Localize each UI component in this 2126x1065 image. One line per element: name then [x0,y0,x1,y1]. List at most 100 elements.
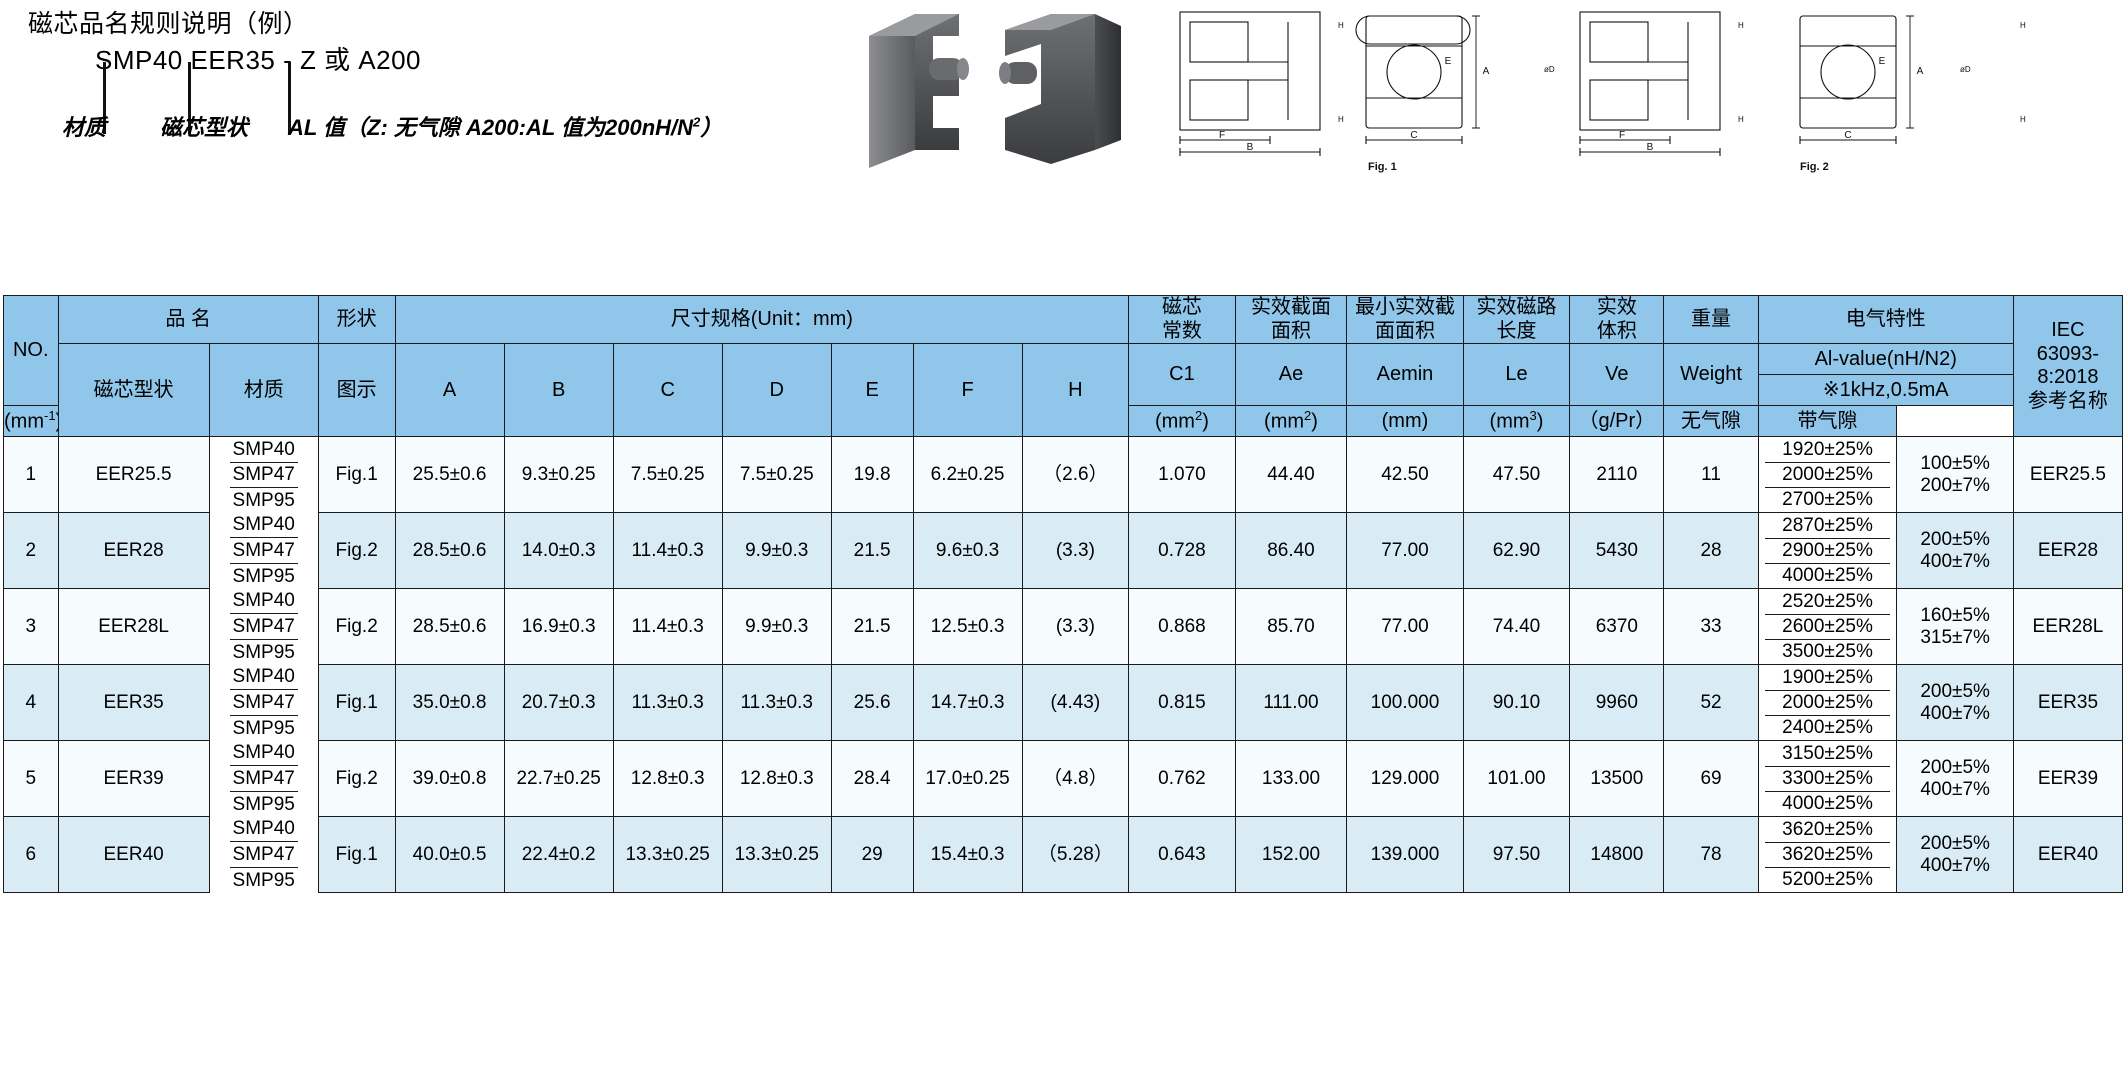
cell-dim-a: 35.0±0.8 [394,664,505,742]
cell-weight: 33 [1663,588,1759,666]
ae-line2: 面积 [1270,319,1311,342]
header-c1-symbol: C1 [1128,343,1236,407]
al-no-gap-value-2: 2000±25% [1764,691,1891,716]
header-dim-b: B [503,343,614,438]
header-le-symbol: Le [1462,343,1571,407]
header-ve-unit: (mm3) [1462,405,1571,438]
header-weight-symbol: Weight [1663,343,1759,407]
cell-dim-d: 9.9±0.3 [721,588,832,666]
cell-c1: 0.868 [1128,588,1236,666]
material-smp40: SMP40 [229,437,298,463]
cell-dim-h: （5.28） [1021,816,1130,894]
mechanical-drawings: F B C E A [1179,11,2026,173]
cell-dim-h: （2.6） [1021,436,1130,514]
cell-al-with-gap: 200±5% 400±7% [1896,816,2014,894]
cell-dim-c: 12.8±0.3 [612,740,723,818]
cell-dim-f: 6.2±0.25 [912,436,1023,514]
cell-le: 97.50 [1462,816,1571,894]
cell-weight: 11 [1663,436,1759,514]
ve-line1: 实效 [1596,296,1637,318]
al-with-gap-line1: 200±5% [1920,833,1990,855]
cell-ae: 44.40 [1234,436,1348,514]
header-ve-symbol: Ve [1569,343,1665,407]
header-dimensions: 尺寸规格(Unit：mm) [394,294,1130,345]
al-with-gap-line2: 200±7% [1920,474,1990,496]
cell-weight: 28 [1663,512,1759,590]
cell-material-stack: SMP40 SMP47 SMP95 [209,817,318,893]
cell-aemin: 100.000 [1346,664,1464,742]
cell-dim-a: 40.0±0.5 [394,816,505,894]
ve-line2: 体积 [1596,319,1637,342]
header-row-2: 磁芯型状 材质 图示 A B C D E F H C1 Ae Aemin Le … [4,343,2123,438]
al-with-gap-line2: 400±7% [1920,778,1990,800]
material-smp40: SMP40 [229,741,298,767]
cell-aemin: 139.000 [1346,816,1464,894]
cell-core-shape: EER35 [57,664,210,742]
naming-rule-example-code: SMP40 EER35 - Z 或 A200 [95,45,422,75]
material-smp40: SMP40 [229,589,298,615]
core-half-left [869,14,969,168]
table-header: NO. 品 名 形状 尺寸规格(Unit：mm) 磁芯 常数 实效截面 面积 最… [3,294,2124,438]
al-no-gap-value-3: 3500±25% [1782,641,1873,663]
header-row-1: NO. 品 名 形状 尺寸规格(Unit：mm) 磁芯 常数 实效截面 面积 最… [3,294,2124,438]
cell-figure: Fig.1 [317,436,396,514]
cell-c1: 0.728 [1128,512,1236,590]
naming-label-al-value: AL 值（Z: 无气隙 A200:AL 值为200nH/N2） [288,110,722,142]
cell-dim-f: 14.7±0.3 [912,664,1023,742]
al-no-gap-value-3: 5200±25% [1782,869,1873,891]
material-smp40: SMP40 [229,817,298,843]
material-smp95: SMP95 [232,793,295,815]
iec-line1: IEC [2051,318,2085,341]
ae-unit-sup: 2 [1194,408,1203,424]
cell-weight: 52 [1663,664,1759,742]
cell-dim-f: 17.0±0.25 [912,740,1023,818]
figure-1-caption: Fig. 1 [1368,161,1397,173]
svg-text:øD: øD [1960,65,1971,74]
al-no-gap-value-2: 3620±25% [1764,843,1891,868]
al-no-gap-value-1: 3150±25% [1764,742,1891,767]
header-ae-symbol: Ae [1234,343,1348,407]
material-smp40: SMP40 [229,665,298,691]
cell-weight: 78 [1663,816,1759,894]
header-illustration-section: 磁芯品名规则说明（例） SMP40 EER35 - Z 或 A200 材质 磁芯… [0,0,2126,272]
cell-material-stack: SMP40 SMP47 SMP95 [209,589,318,665]
cell-material-stack: SMP40 SMP47 SMP95 [209,741,318,817]
al-no-gap-value-2: 2000±25% [1764,463,1891,488]
header-iec-reference: IEC 63093- 8:2018 参考名称 [2012,294,2124,438]
cell-c1: 0.815 [1128,664,1236,742]
ve-unit-sup: 3 [1529,408,1537,424]
header-dim-c: C [612,343,723,438]
leader-line-material [103,62,106,134]
ae-unit-pre: (mm [1154,410,1195,433]
header-aemin-symbol: Aemin [1346,343,1464,407]
svg-text:B: B [1247,142,1254,153]
cell-aemin: 42.50 [1346,436,1464,514]
header-no: NO. [3,294,59,407]
svg-text:E: E [1445,56,1452,67]
cell-ae: 152.00 [1234,816,1348,894]
svg-text:H: H [2020,115,2026,124]
svg-text:H: H [1738,21,1744,30]
al-no-gap-value-1: 3620±25% [1764,818,1891,843]
al-with-gap-line1: 200±5% [1920,681,1990,703]
header-ae-unit: (mm2) [1128,405,1236,438]
cell-dim-h: (3.3) [1021,588,1130,666]
header-product-name: 品 名 [57,294,319,345]
al-with-gap-line2: 400±7% [1920,854,1990,876]
iec-line4: 参考名称 [2027,389,2108,412]
cell-al-no-gap-stack: 1900±25% 2000±25% 2400±25% [1757,664,1898,742]
al-with-gap-line2: 400±7% [1920,550,1990,572]
figure-2-caption: Fig. 2 [1800,161,1829,173]
cell-dim-f: 12.5±0.3 [912,588,1023,666]
al-no-gap-value-3: 4000±25% [1782,793,1873,815]
header-aemin-unit: (mm2) [1234,405,1348,438]
header-row-3: ※1kHz,0.5mA [4,374,2123,407]
header-weight-cn: 重量 [1663,294,1759,345]
cell-material-stack: SMP40 SMP47 SMP95 [209,513,318,589]
material-smp47: SMP47 [229,538,298,565]
cell-dim-h: （4.8） [1021,740,1130,818]
cell-c1: 0.643 [1128,816,1236,894]
cell-core-shape: EER28 [57,512,210,590]
cell-aemin: 77.00 [1346,512,1464,590]
cell-iec-reference: EER35 [2012,664,2124,742]
